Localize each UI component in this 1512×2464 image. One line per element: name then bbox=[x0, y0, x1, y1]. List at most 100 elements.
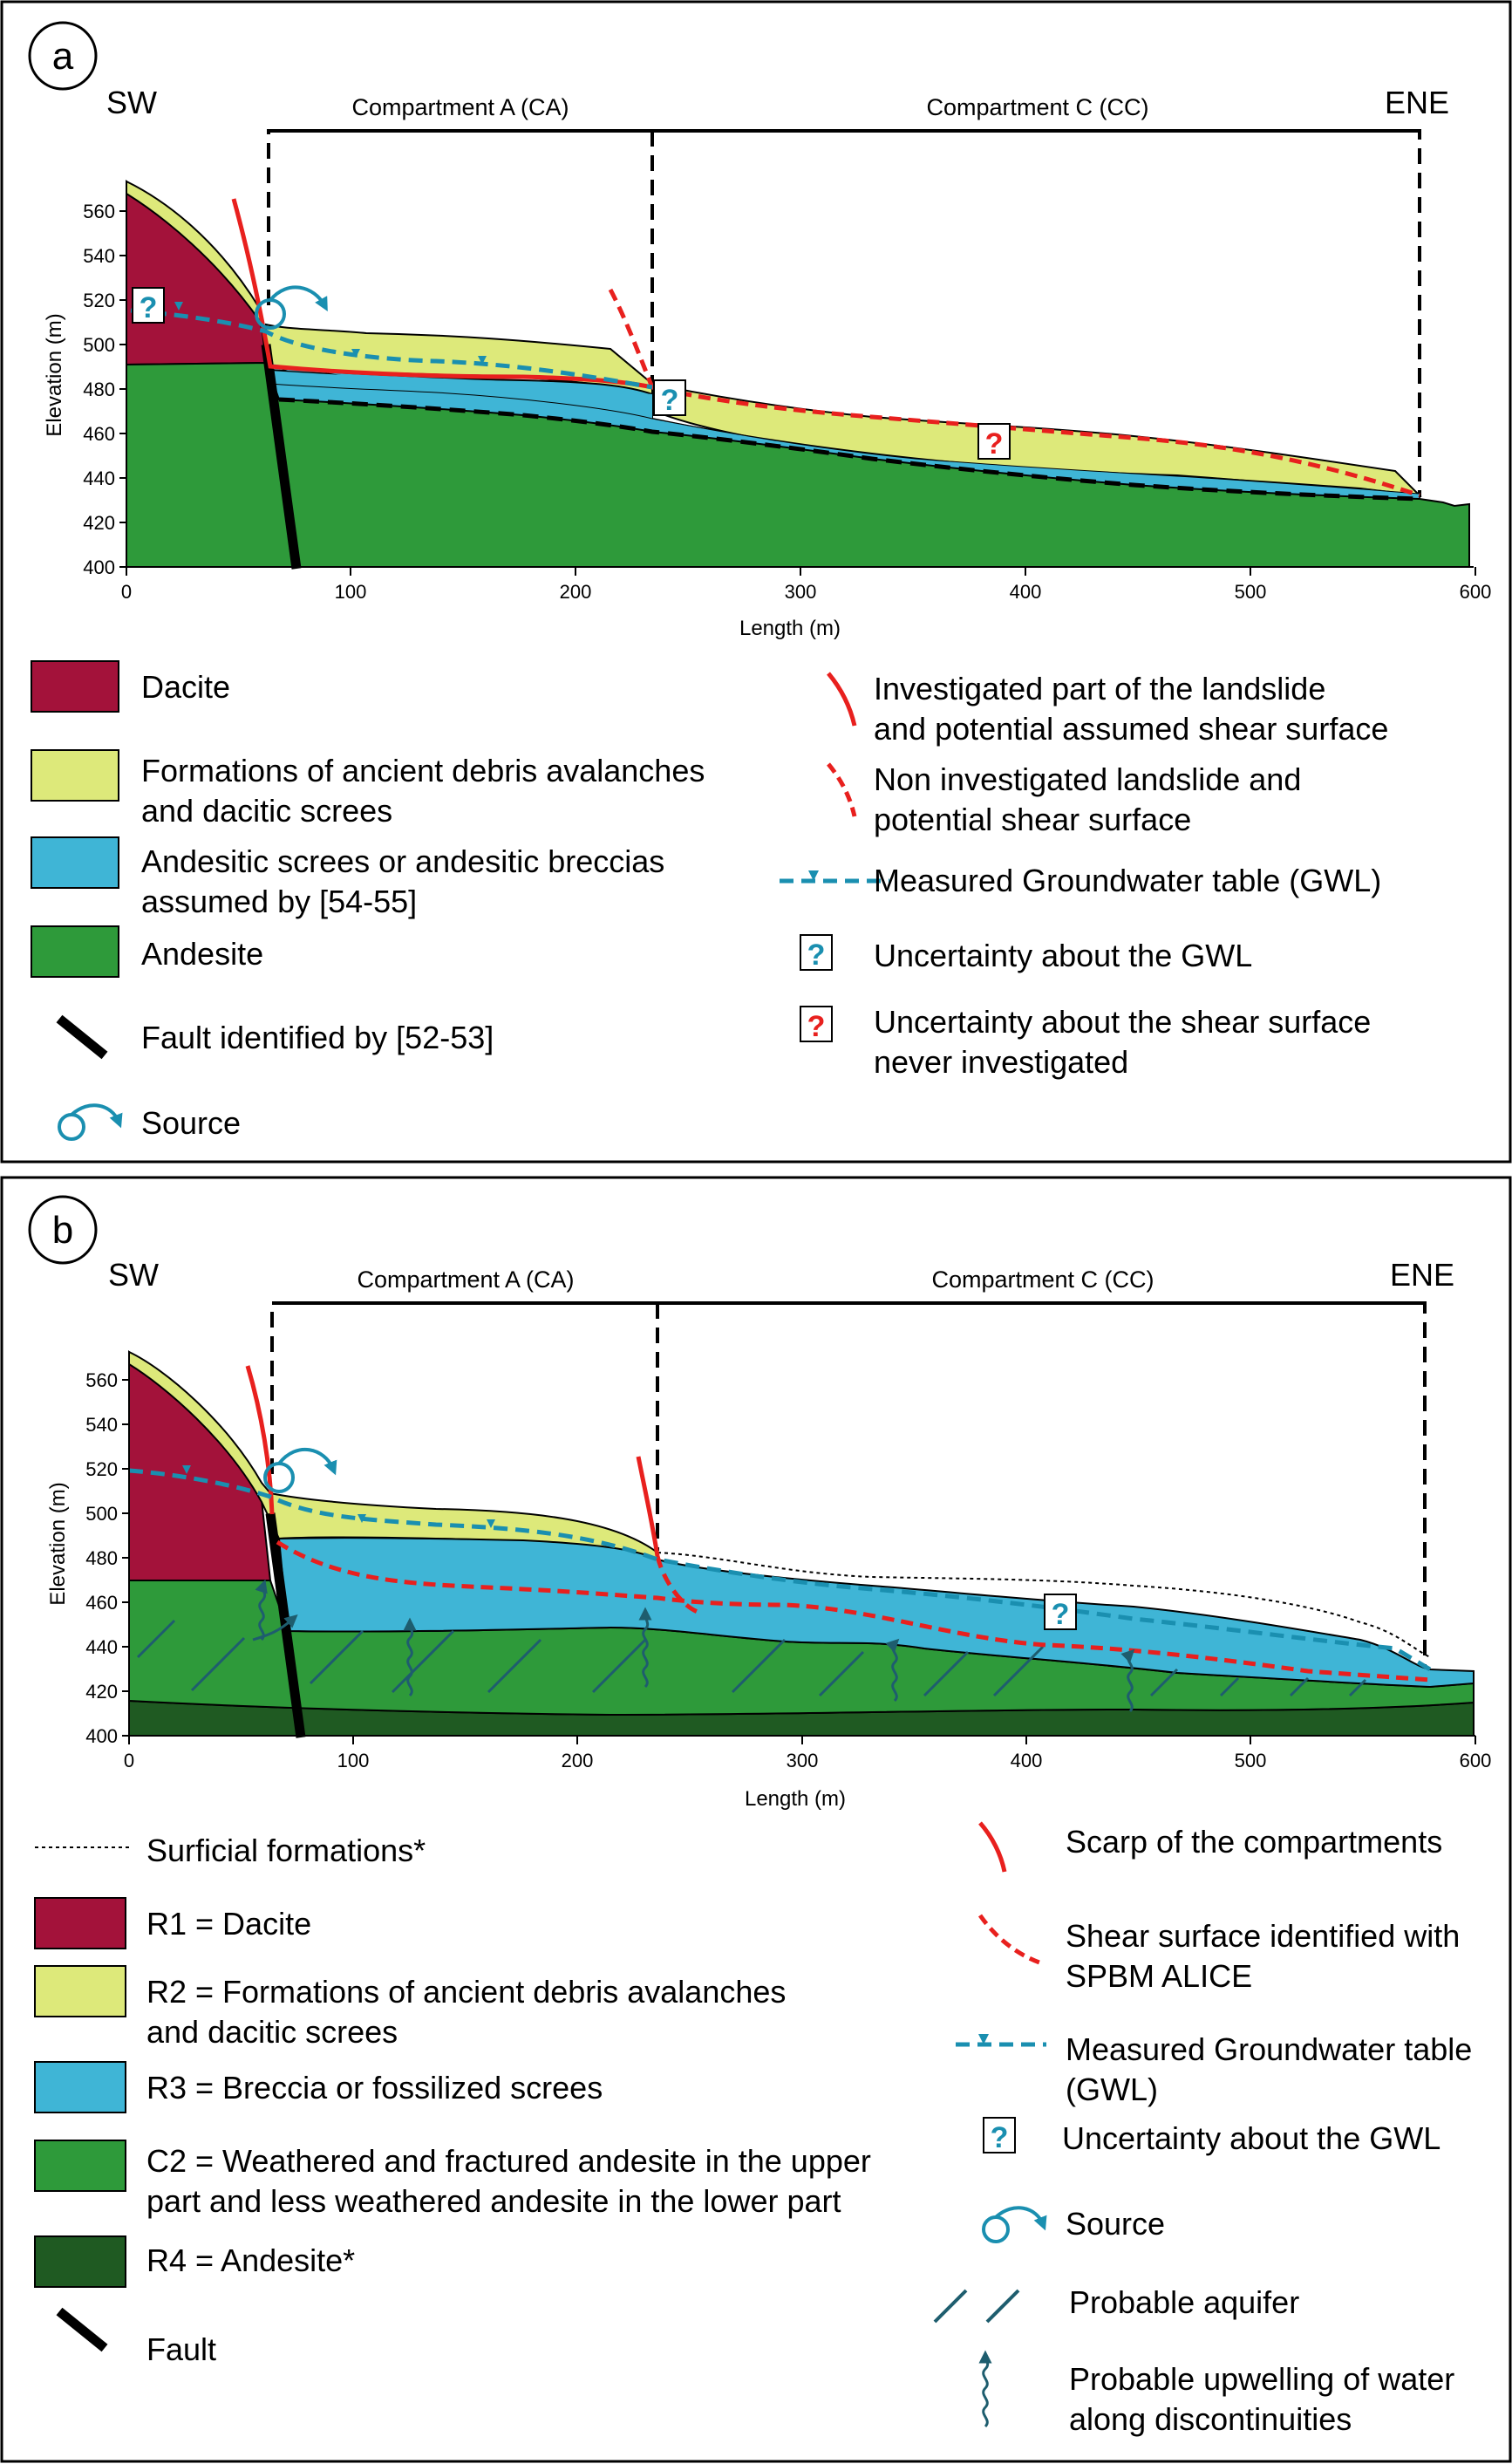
panel-b-ytick: 420 bbox=[85, 1681, 118, 1703]
panel-a-compartment-c: Compartment C (CC) bbox=[926, 94, 1148, 120]
legend-b-fault-icon bbox=[56, 2307, 108, 2352]
legend-a-shear-investigated-label2: and potential assumed shear surface bbox=[874, 711, 1388, 747]
panel-a-gwl-uncertainty-box-2 bbox=[653, 379, 686, 416]
legend-b-source-arrow bbox=[994, 2206, 1047, 2231]
panel-b-xtick: 300 bbox=[787, 1750, 819, 1771]
legend-b-fault-label: Fault bbox=[146, 2331, 216, 2367]
legend-a-shear-investigated-label: Investigated part of the landslide bbox=[874, 671, 1325, 706]
legend-a-breccia-label2: assumed by [54-55] bbox=[141, 884, 417, 919]
panel-a-ytick: 500 bbox=[83, 334, 115, 356]
panel-b-ytick: 520 bbox=[85, 1458, 118, 1480]
legend-a-debris-swatch bbox=[31, 749, 119, 802]
panel-b-xtick: 100 bbox=[337, 1750, 370, 1771]
legend-a-debris-label2: and dacitic screes bbox=[141, 793, 392, 829]
panel-b-gwl-uncertainty: ? bbox=[1052, 1598, 1070, 1631]
panel-a-xtick: 300 bbox=[785, 581, 817, 603]
panel-a-andesite-boundary-dashed bbox=[278, 397, 1420, 502]
legend-b-r2-label: R2 = Formations of ancient debris avalan… bbox=[146, 1974, 786, 2010]
legend-a-shear-uncertainty-label: Uncertainty about the shear surface bbox=[874, 1004, 1371, 1040]
panel-a-shear-uncertainty: ? bbox=[985, 427, 1004, 461]
panel-b-ytick: 540 bbox=[85, 1414, 118, 1436]
legend-b-r2-label2: and dacitic screes bbox=[146, 2014, 398, 2050]
legend-b-gwl-uncertainty-icon: ? bbox=[991, 2121, 1009, 2154]
legend-a-breccia-label: Andesitic screes or andesitic breccias bbox=[141, 843, 664, 879]
legend-a-andesite-swatch bbox=[31, 925, 119, 978]
legend-b-aquifer-icon-2 bbox=[985, 2289, 1020, 2324]
panel-a-y-ticks bbox=[119, 210, 126, 568]
legend-b-c2-label2: part and less weathered andesite in the … bbox=[146, 2183, 841, 2219]
panel-a-xtick: 100 bbox=[335, 581, 367, 603]
legend-b-scarp-icon bbox=[978, 1821, 1007, 1873]
panel-b-compartment-c: Compartment C (CC) bbox=[931, 1266, 1154, 1293]
panel-b-source-arrow bbox=[277, 1447, 337, 1476]
panel-b-upwelling-arrows bbox=[252, 1579, 1135, 1713]
legend-b-upwelling-icon bbox=[978, 2350, 992, 2428]
legend-b-shear-label: Shear surface identified with bbox=[1066, 1918, 1460, 1954]
panel-b-gwl bbox=[128, 1468, 1432, 1672]
panel-a-compartment-bracket bbox=[267, 129, 1421, 497]
panel-b-y-ticks bbox=[122, 1379, 129, 1737]
panel-a-x-ticks bbox=[126, 567, 1476, 576]
panel-b-xlabel: Length (m) bbox=[745, 1787, 846, 1811]
panel-a-frame bbox=[0, 0, 1512, 1164]
panel-b-shear-scarp-link bbox=[655, 1555, 699, 1614]
panel-b-scarp-cc bbox=[636, 1456, 660, 1557]
panel-b: b SW ENE Compartment A (CA) Compartment … bbox=[0, 1176, 1512, 2463]
legend-a-source-arrow bbox=[70, 1103, 123, 1129]
panel-b-xtick: 200 bbox=[562, 1750, 594, 1771]
panel-a-dir-left: SW bbox=[106, 85, 157, 120]
panel-a-shear-uncertainty-box bbox=[977, 423, 1011, 460]
panel-a-xtick: 400 bbox=[1010, 581, 1042, 603]
legend-b-gwl-label2: (GWL) bbox=[1066, 2072, 1158, 2107]
legend-b-shear-icon bbox=[977, 1914, 1040, 1965]
panel-a-xlabel: Length (m) bbox=[739, 617, 841, 640]
legend-b-upwelling-label2: along discontinuities bbox=[1069, 2401, 1352, 2437]
panel-a-compartment-a: Compartment A (CA) bbox=[351, 94, 569, 120]
panel-b-xtick: 400 bbox=[1011, 1750, 1043, 1771]
panel-a-shear-investigated bbox=[231, 198, 653, 390]
panel-a-dir-right: ENE bbox=[1385, 85, 1449, 120]
legend-b-gwl-marker-icon bbox=[978, 2034, 989, 2044]
panel-a-ylabel: Elevation (m) bbox=[43, 313, 66, 436]
panel-b-compartment-a: Compartment A (CA) bbox=[357, 1266, 574, 1293]
legend-b-gwl-label: Measured Groundwater table bbox=[1066, 2031, 1472, 2067]
legend-a-gwl-uncertainty-box bbox=[800, 934, 833, 971]
panel-a-source-arrow bbox=[269, 285, 328, 312]
legend-a-andesite-label: Andesite bbox=[141, 936, 263, 972]
legend-b-r3-swatch bbox=[34, 2061, 126, 2113]
panel-a-fault bbox=[261, 344, 302, 570]
panel-b-ytick: 480 bbox=[85, 1547, 118, 1569]
panel-b-ytick: 560 bbox=[85, 1369, 118, 1391]
panel-b-aquifer-hatching bbox=[136, 1619, 1367, 1697]
panel-a-breccia-fill bbox=[266, 363, 1420, 497]
legend-b-source-label: Source bbox=[1066, 2206, 1165, 2242]
panel-a-ytick: 560 bbox=[83, 201, 115, 222]
panel-a-gwl-uncertainty-2: ? bbox=[661, 384, 679, 417]
legend-a-gwl-label: Measured Groundwater table (GWL) bbox=[874, 863, 1381, 898]
panel-a-ytick: 540 bbox=[83, 245, 115, 267]
legend-b-upwelling-label: Probable upwelling of water bbox=[1069, 2361, 1454, 2397]
panel-b-ytick: 460 bbox=[85, 1592, 118, 1614]
panel-a: a SW ENE Compartment A (CA) Compartment … bbox=[0, 0, 1512, 1164]
panel-a-xtick: 0 bbox=[121, 581, 132, 603]
panel-a-ytick: 400 bbox=[83, 556, 115, 578]
panel-b-dir-left: SW bbox=[108, 1257, 159, 1293]
legend-a-dacite-label: Dacite bbox=[141, 669, 230, 705]
legend-a-dacite-swatch bbox=[31, 660, 119, 713]
panel-b-surficial-formations bbox=[657, 1552, 1431, 1658]
legend-b-gwl-uncertainty-box bbox=[983, 2117, 1016, 2153]
legend-b-gwl-uncertainty-label: Uncertainty about the GWL bbox=[1062, 2120, 1440, 2156]
panel-a-ytick: 440 bbox=[83, 468, 115, 489]
legend-a-fault-icon bbox=[56, 1014, 108, 1060]
panel-a-ytick: 480 bbox=[83, 379, 115, 400]
panel-a-xtick: 600 bbox=[1460, 581, 1492, 603]
legend-a-shear-non-investigated-label: Non investigated landslide and bbox=[874, 761, 1301, 797]
legend-b-aquifer-icon-1 bbox=[933, 2289, 968, 2324]
legend-b-r4-label: R4 = Andesite* bbox=[146, 2242, 355, 2278]
legend-a-shear-investigated-icon bbox=[827, 672, 857, 727]
panel-a-letter: a bbox=[52, 35, 74, 78]
panel-b-xtick: 0 bbox=[124, 1750, 134, 1771]
legend-a-debris-label: Formations of ancient debris avalanches bbox=[141, 753, 705, 788]
panel-a-gwl-uncertainty-1: ? bbox=[140, 291, 158, 324]
